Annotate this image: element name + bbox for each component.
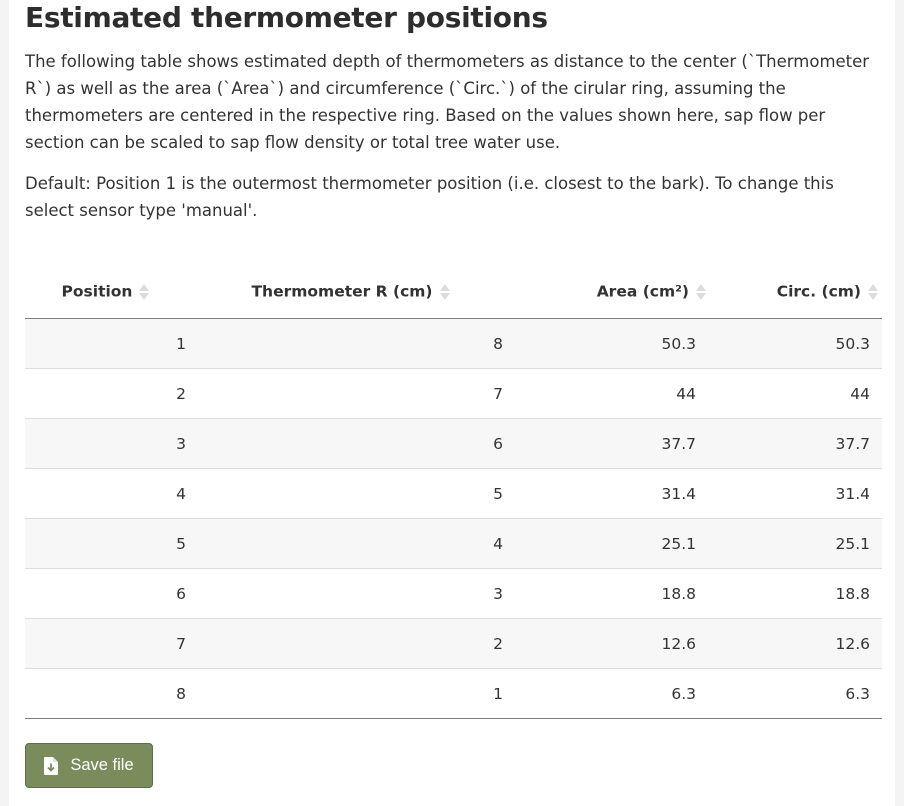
table-body: 1 8 50.3 50.3 2 7 44 44 3 6 37.7 37.7 4 5 31.4 31.4 5 4 25… [25, 318, 882, 719]
table-row: 3 6 37.7 37.7 [25, 418, 882, 469]
cell-thermometer-r: 2 [198, 618, 515, 669]
cell-position: 5 [25, 518, 198, 569]
cell-thermometer-r: 3 [198, 568, 515, 619]
column-header-label: Area (cm²) [596, 282, 689, 301]
save-file-label: Save file [70, 756, 134, 774]
cell-thermometer-r: 6 [198, 418, 515, 469]
column-header-label: Circ. (cm) [776, 282, 861, 301]
cell-circ: 6.3 [708, 668, 882, 719]
cell-position: 3 [25, 418, 198, 469]
sort-icon [439, 282, 450, 302]
table-row: 1 8 50.3 50.3 [25, 318, 882, 369]
table-row: 2 7 44 44 [25, 368, 882, 419]
column-header-area[interactable]: Area (cm²) [515, 266, 708, 319]
cell-position: 1 [25, 318, 198, 369]
cell-area: 50.3 [515, 318, 708, 369]
cell-position: 2 [25, 368, 198, 419]
table-header-row: Position Thermometer R (cm) Area (cm²) C… [25, 266, 882, 319]
column-header-position[interactable]: Position [25, 266, 198, 319]
cell-thermometer-r: 5 [198, 468, 515, 519]
cell-circ: 44 [708, 368, 882, 419]
column-header-circ[interactable]: Circ. (cm) [708, 266, 882, 319]
cell-area: 44 [515, 368, 708, 419]
cell-area: 37.7 [515, 418, 708, 469]
cell-area: 6.3 [515, 668, 708, 719]
column-header-label: Position [61, 282, 133, 301]
cell-thermometer-r: 7 [198, 368, 515, 419]
cell-area: 31.4 [515, 468, 708, 519]
sort-icon [696, 282, 706, 302]
cell-circ: 50.3 [708, 318, 882, 369]
cell-thermometer-r: 1 [198, 668, 515, 719]
table-row: 8 1 6.3 6.3 [25, 668, 882, 719]
cell-circ: 31.4 [708, 468, 882, 519]
cell-position: 6 [25, 568, 198, 619]
cell-thermometer-r: 8 [198, 318, 515, 369]
section-description: The following table shows estimated dept… [25, 52, 870, 152]
cell-area: 18.8 [515, 568, 708, 619]
sort-icon [139, 282, 150, 302]
cell-position: 4 [25, 468, 198, 519]
cell-area: 12.6 [515, 618, 708, 669]
section-title: Estimated thermometer positions [25, 1, 548, 34]
cell-circ: 25.1 [708, 518, 882, 569]
cell-circ: 12.6 [708, 618, 882, 669]
cell-thermometer-r: 4 [198, 518, 515, 569]
cell-area: 25.1 [515, 518, 708, 569]
table-row: 5 4 25.1 25.1 [25, 518, 882, 569]
cell-circ: 18.8 [708, 568, 882, 619]
column-header-thermometer-r[interactable]: Thermometer R (cm) [198, 266, 515, 319]
section-note: Default: Position 1 is the outermost the… [25, 174, 834, 220]
table-row: 6 3 18.8 18.8 [25, 568, 882, 619]
thermometer-table: Position Thermometer R (cm) Area (cm²) C… [25, 266, 882, 719]
sort-icon [868, 282, 878, 302]
table-row: 7 2 12.6 12.6 [25, 618, 882, 669]
content-panel: Estimated thermometer positions The foll… [9, 0, 895, 806]
column-header-label: Thermometer R (cm) [251, 282, 433, 301]
save-file-button[interactable]: Save file [25, 743, 153, 788]
table-row: 4 5 31.4 31.4 [25, 468, 882, 519]
cell-circ: 37.7 [708, 418, 882, 469]
cell-position: 7 [25, 618, 198, 669]
file-download-icon [44, 756, 59, 775]
cell-position: 8 [25, 668, 198, 719]
